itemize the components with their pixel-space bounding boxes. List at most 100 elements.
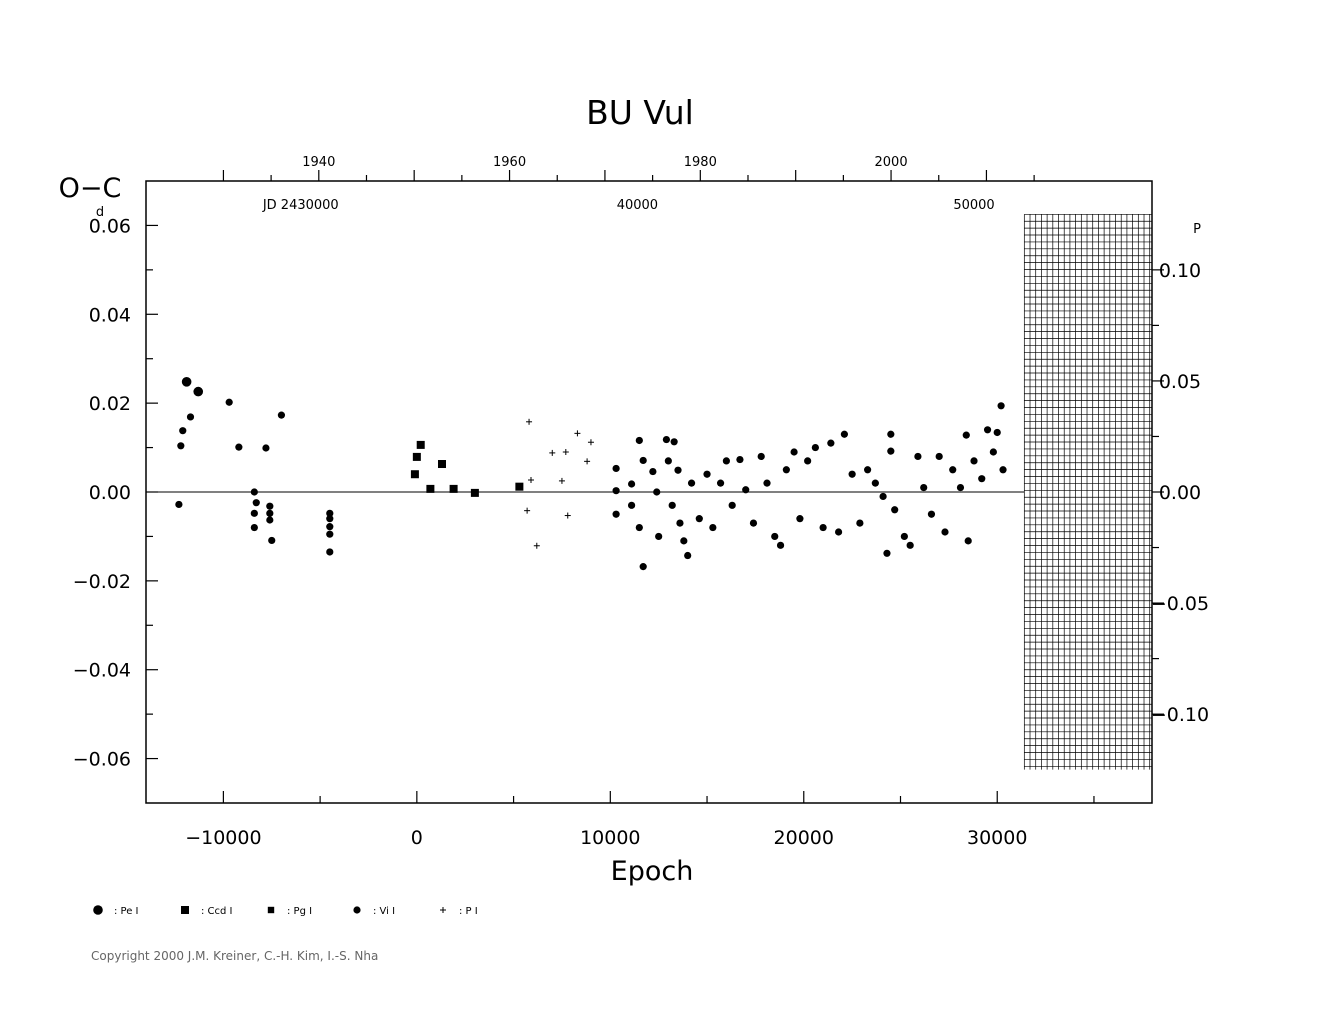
copyright-note: Copyright 2000 J.M. Kreiner, C.-H. Kim, … (91, 949, 379, 963)
jd-label: 40000 (617, 198, 658, 213)
x-tick-label: 30000 (967, 827, 1027, 849)
data-point-vi (782, 466, 790, 474)
data-point-vi (964, 537, 972, 545)
data-point-vi (635, 523, 643, 532)
data-point-vi (235, 443, 243, 451)
data-point-vi (742, 486, 750, 494)
data-point-vi (879, 492, 887, 501)
data-point-vi (250, 488, 258, 496)
data-point-vi (856, 519, 864, 527)
data-point-vi (771, 532, 779, 541)
data-point-ccd (470, 488, 479, 497)
data-point-vi (956, 483, 965, 492)
data-point-ccd (412, 452, 421, 461)
data-point-vi (900, 532, 908, 541)
data-point-vi (680, 537, 688, 545)
data-point-vi (266, 509, 274, 517)
data-point-vi (736, 455, 744, 464)
jd-label: JD 2430000 (262, 198, 339, 213)
data-point-p (549, 449, 556, 456)
data-point-vi (709, 523, 717, 532)
y2-tick-label: 0.00 (1159, 482, 1201, 504)
data-point-vi (983, 426, 992, 434)
axis-ticks (146, 170, 1164, 803)
data-point-vi (676, 519, 684, 527)
data-point-vi (819, 523, 827, 532)
data-point-p (524, 507, 531, 514)
data-point-vi (978, 475, 986, 483)
legend-label: : P I (459, 906, 478, 917)
y-tick-label: 0.06 (89, 215, 131, 237)
data-point-ccd (410, 470, 419, 479)
top-year-label: 2000 (875, 155, 908, 170)
y2-axis-unit: P (1193, 222, 1201, 237)
data-point-vi (266, 502, 274, 510)
y-tick-label: −0.02 (73, 571, 131, 593)
data-point-vi (627, 480, 636, 488)
legend-label: : Pe I (114, 906, 139, 917)
data-point-p (440, 907, 446, 913)
data-point-vi (635, 436, 643, 445)
data-point-p (527, 477, 534, 484)
data-point-vi (353, 906, 361, 914)
data-point-p (584, 458, 591, 465)
data-point-pg (267, 906, 275, 914)
data-point-vi (840, 430, 848, 438)
data-point-vi (250, 509, 258, 517)
data-point-vi (949, 466, 957, 474)
x-tick-label: 0 (411, 827, 423, 849)
data-point-vi (266, 516, 274, 524)
data-point-vi (627, 501, 636, 509)
data-point-vi (186, 413, 195, 421)
data-point-pe (193, 386, 204, 397)
y-axis-unit: d (96, 205, 104, 220)
data-point-vi (268, 536, 276, 545)
y2-tick-label: −0.05 (1151, 593, 1209, 615)
data-point-pe (181, 377, 192, 387)
data-point-p (562, 449, 569, 456)
data-point-vi (776, 541, 785, 549)
data-point-vi (927, 510, 936, 518)
legend: : Pe I: Ccd I: Pg I: Vi I: P I (93, 905, 478, 917)
data-point-vi (790, 448, 798, 456)
data-point-vi (326, 548, 334, 556)
data-point-vi (834, 528, 843, 536)
y-tick-label: 0.04 (89, 304, 131, 326)
y-tick-label: −0.06 (73, 749, 131, 771)
data-point-ccd (449, 484, 458, 493)
data-point-vi (728, 501, 736, 509)
x-tick-label: −10000 (185, 827, 261, 849)
data-point-vi (887, 430, 895, 438)
data-point-vi (804, 457, 812, 465)
data-point-vi (670, 438, 678, 446)
top-year-label: 1960 (493, 155, 526, 170)
data-points (175, 377, 1007, 571)
data-point-vi (177, 442, 185, 450)
jd-label: 50000 (953, 198, 994, 213)
data-point-p (587, 439, 594, 446)
data-point-p (533, 542, 540, 549)
data-point-vi (997, 402, 1005, 410)
data-point-vi (179, 427, 187, 435)
data-point-vi (993, 428, 1001, 437)
data-point-vi (891, 506, 899, 514)
data-point-vi (914, 452, 922, 461)
data-point-vi (674, 466, 682, 474)
data-point-vi (796, 515, 804, 523)
data-point-vi (827, 439, 835, 447)
data-point-p (574, 430, 581, 437)
x-tick-label: 20000 (774, 827, 834, 849)
data-point-vi (262, 444, 270, 452)
data-point-vi (935, 452, 943, 461)
data-point-vi (649, 467, 657, 476)
data-point-vi (326, 523, 334, 531)
data-point-vi (662, 435, 671, 444)
data-point-vi (225, 398, 233, 406)
data-point-pe (93, 905, 103, 915)
y2-tick-label: −0.10 (1151, 704, 1209, 726)
data-point-vi (749, 519, 758, 527)
data-point-vi (703, 470, 711, 478)
data-point-vi (250, 523, 258, 532)
data-point-vi (326, 515, 334, 523)
